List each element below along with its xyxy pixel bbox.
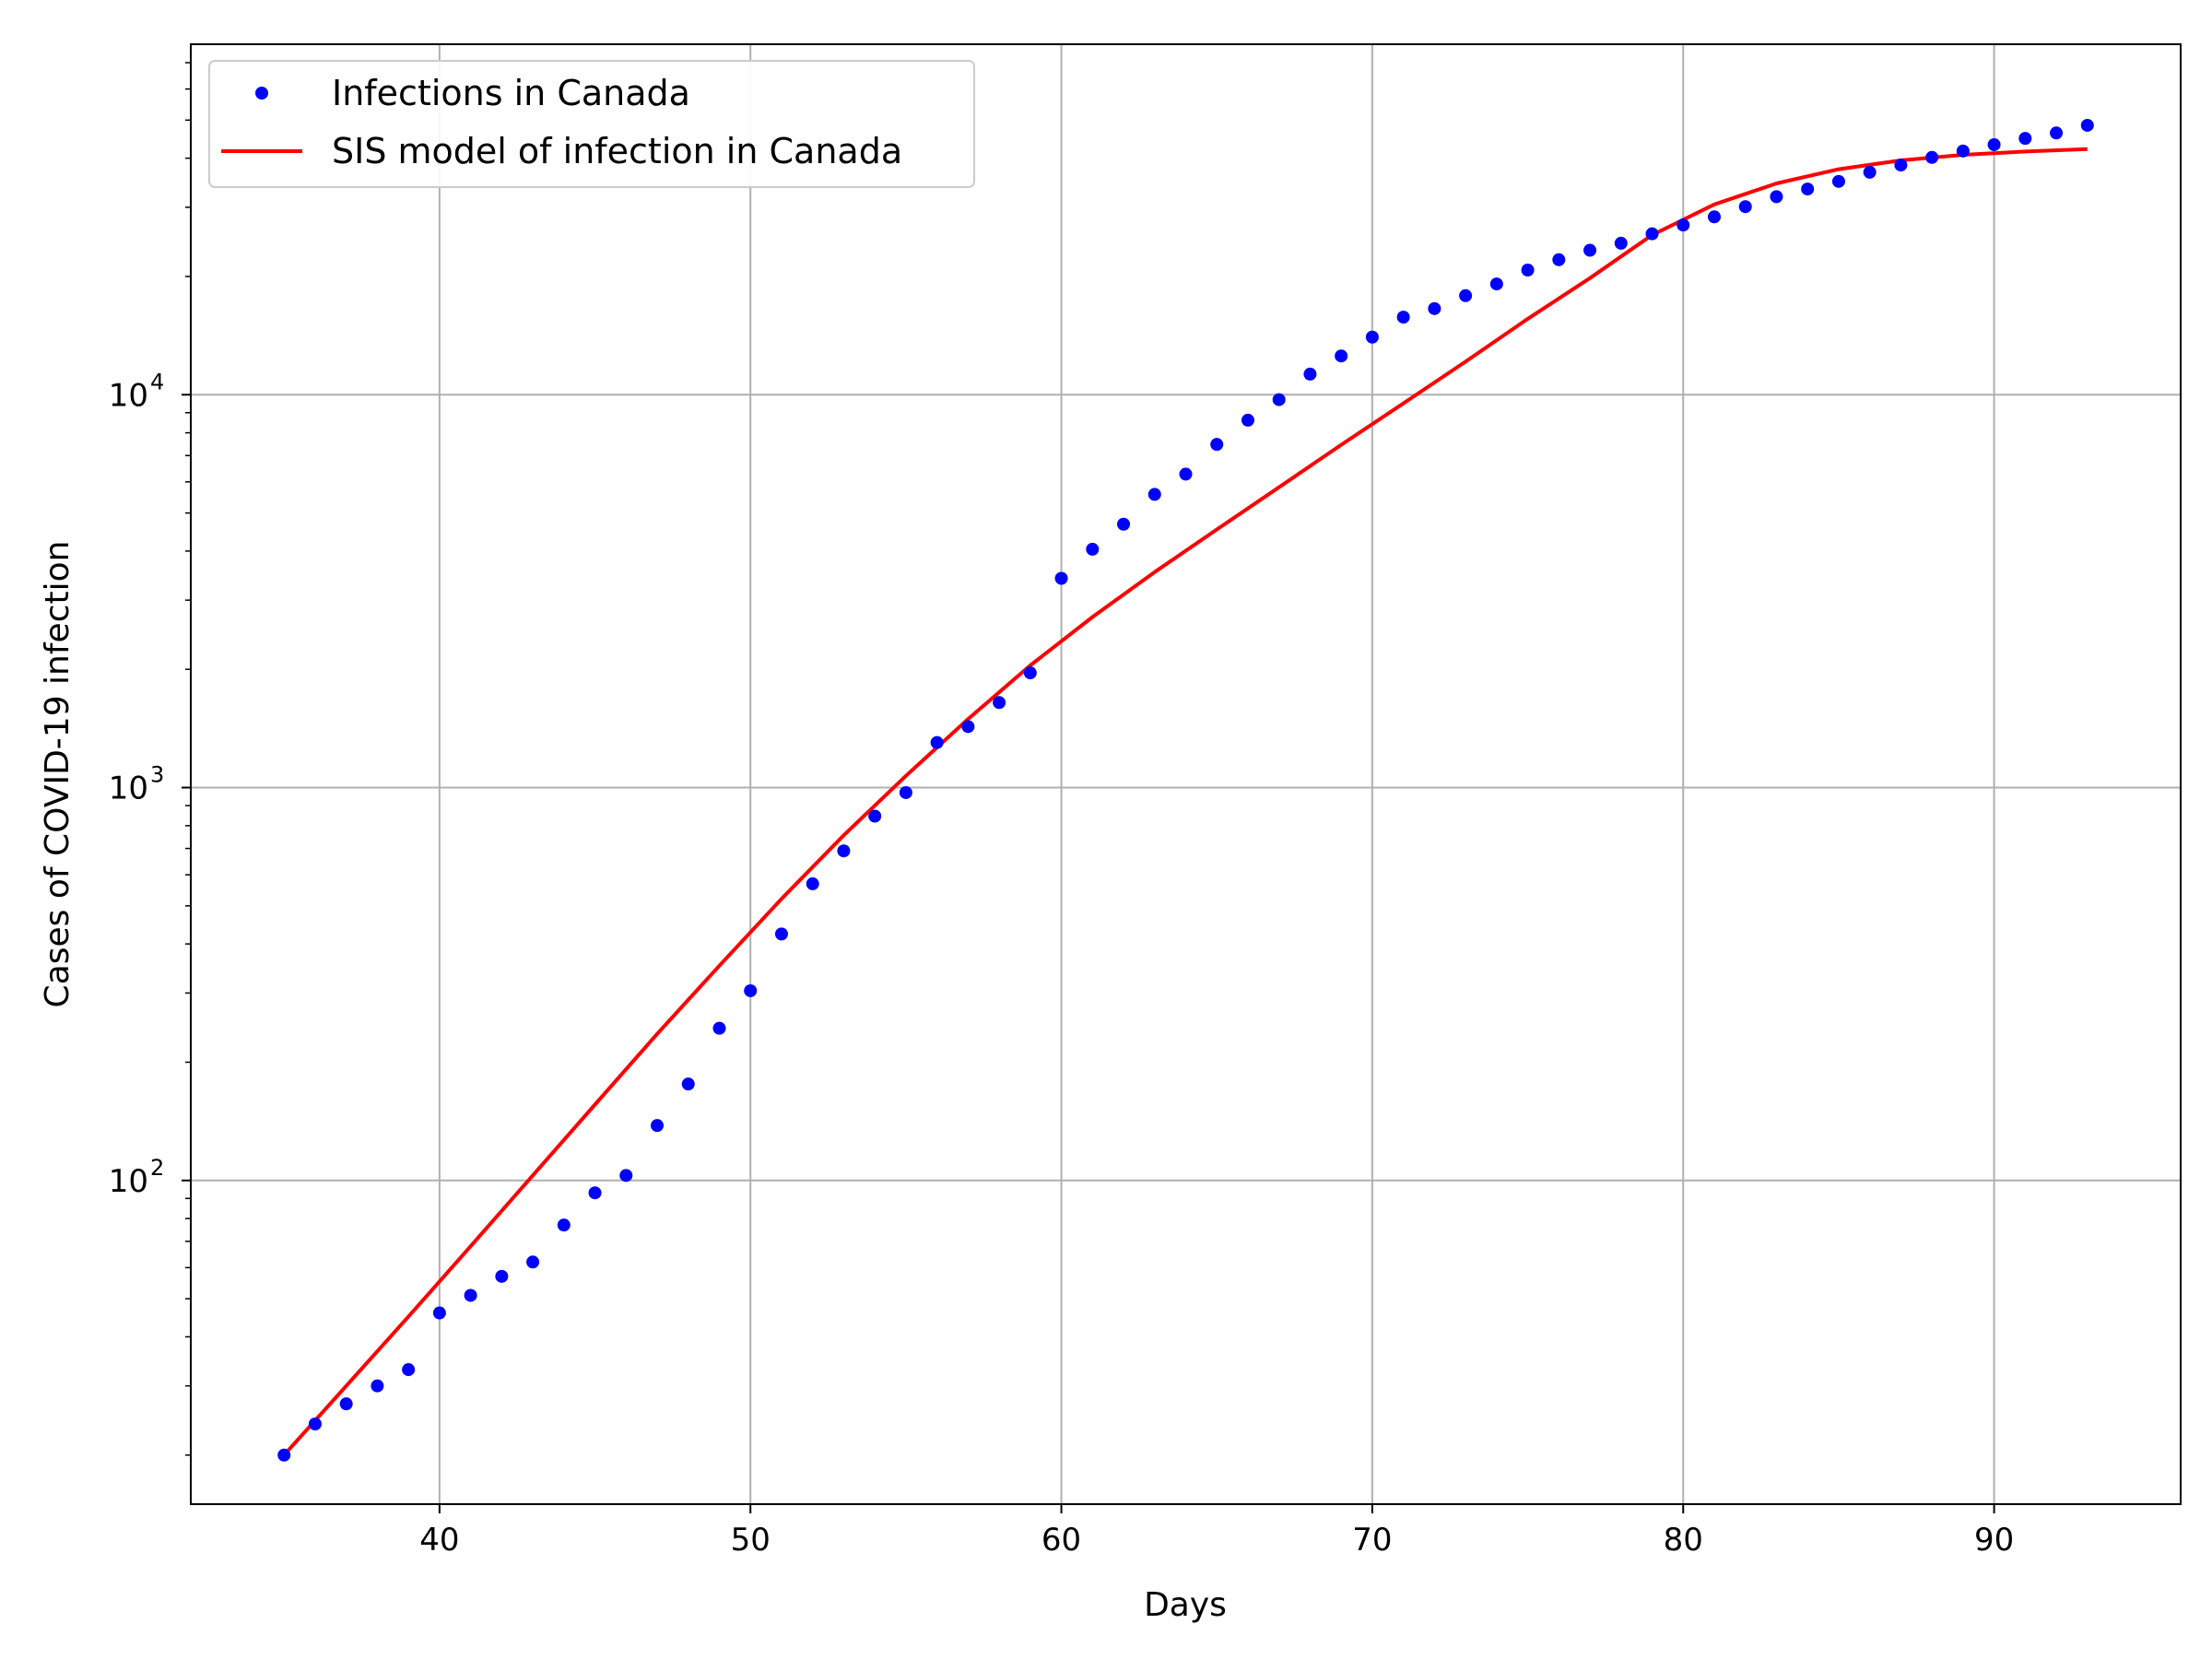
infection-point bbox=[651, 1119, 664, 1132]
infection-point bbox=[433, 1307, 446, 1320]
infection-point bbox=[775, 927, 788, 940]
infection-point bbox=[837, 844, 850, 857]
infection-point bbox=[558, 1218, 571, 1231]
infection-point bbox=[1677, 218, 1689, 231]
infection-point bbox=[1397, 311, 1410, 324]
infection-point bbox=[1117, 518, 1130, 531]
infection-point bbox=[309, 1418, 322, 1430]
infection-point bbox=[1708, 210, 1721, 223]
infection-point bbox=[1024, 666, 1037, 679]
y-tick-label-exponent: 2 bbox=[150, 1155, 164, 1181]
infection-point bbox=[1583, 244, 1596, 257]
infection-point bbox=[1552, 253, 1565, 266]
x-tick-label: 70 bbox=[1352, 1522, 1392, 1559]
legend: Infections in Canada SIS model of infect… bbox=[209, 61, 974, 187]
infection-point bbox=[1770, 190, 1783, 203]
infection-point bbox=[526, 1255, 539, 1268]
infection-point bbox=[868, 809, 881, 822]
infection-point bbox=[1646, 228, 1659, 241]
legend-marker-infections bbox=[255, 87, 268, 100]
infection-point bbox=[1832, 175, 1845, 188]
x-axis-label: Days bbox=[1144, 1586, 1227, 1624]
infection-point bbox=[619, 1169, 632, 1182]
infection-point bbox=[1086, 543, 1099, 556]
infection-point bbox=[1522, 264, 1535, 276]
y-axis-label: Cases of COVID-19 infection bbox=[39, 541, 76, 1008]
infection-point bbox=[1988, 138, 2001, 151]
infection-point bbox=[1055, 571, 1068, 584]
x-tick-label: 80 bbox=[1664, 1522, 1703, 1559]
infection-point bbox=[1335, 349, 1347, 362]
infection-point bbox=[277, 1449, 290, 1462]
y-tick-label-exponent: 3 bbox=[150, 762, 164, 788]
infection-point bbox=[806, 877, 819, 890]
infection-point bbox=[1957, 145, 1970, 158]
infection-point bbox=[1459, 289, 1472, 302]
infection-point bbox=[1925, 151, 1938, 164]
infection-point bbox=[712, 1022, 725, 1035]
infection-point bbox=[682, 1077, 695, 1090]
infection-point bbox=[1303, 368, 1316, 381]
infection-point bbox=[1615, 237, 1628, 250]
infection-point bbox=[744, 984, 757, 997]
infection-point bbox=[589, 1186, 602, 1199]
infection-point bbox=[2081, 119, 2094, 132]
x-tick-label: 50 bbox=[731, 1522, 771, 1559]
infection-point bbox=[1428, 302, 1441, 315]
infection-point bbox=[1894, 159, 1907, 171]
infection-point bbox=[931, 736, 944, 749]
infection-point bbox=[465, 1288, 477, 1301]
legend-label-sis-model: SIS model of infection in Canada bbox=[332, 131, 902, 171]
legend-label-infections: Infections in Canada bbox=[332, 73, 690, 113]
infection-point bbox=[1366, 331, 1379, 344]
infection-point bbox=[2050, 126, 2063, 139]
infection-point bbox=[1801, 182, 1814, 195]
y-tick-label-exponent: 4 bbox=[150, 369, 164, 394]
infection-point bbox=[371, 1380, 383, 1393]
x-tick-label: 90 bbox=[1974, 1522, 2014, 1559]
infection-point bbox=[1210, 438, 1223, 451]
x-tick-label: 60 bbox=[1041, 1522, 1081, 1559]
x-tick-label: 40 bbox=[419, 1522, 459, 1559]
infection-point bbox=[993, 696, 1006, 709]
infection-point bbox=[1273, 394, 1286, 406]
infection-point bbox=[1148, 488, 1161, 500]
infection-point bbox=[1739, 200, 1752, 213]
y-tick-label-base: 10 bbox=[109, 377, 148, 414]
infection-point bbox=[961, 720, 974, 733]
infection-point bbox=[340, 1397, 353, 1410]
infection-point bbox=[1241, 414, 1254, 427]
infection-point bbox=[900, 786, 912, 799]
infection-point bbox=[1180, 467, 1193, 480]
infection-point bbox=[402, 1363, 415, 1376]
y-tick-label-base: 10 bbox=[109, 771, 148, 807]
infection-point bbox=[495, 1270, 508, 1283]
infection-point bbox=[1864, 166, 1877, 179]
infection-point bbox=[2018, 132, 2031, 145]
infection-point bbox=[1490, 277, 1503, 290]
y-tick-label-base: 10 bbox=[109, 1163, 148, 1200]
